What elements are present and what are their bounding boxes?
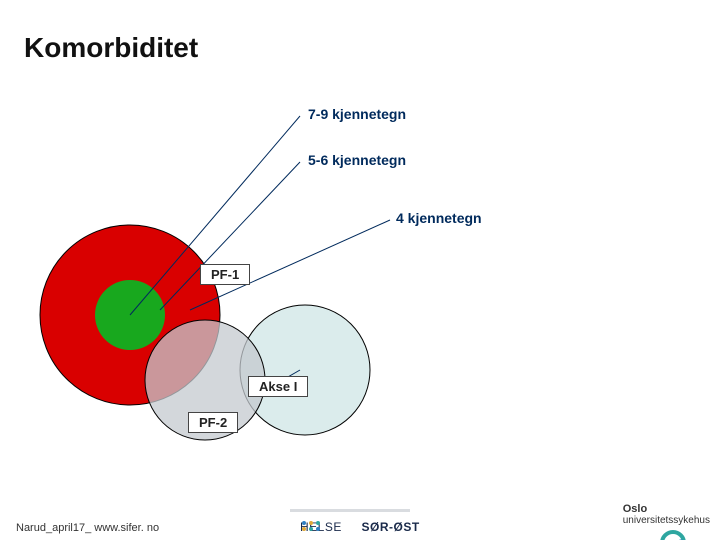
box-pf2: PF-2 [188,412,238,433]
box-pf1: PF-1 [200,264,250,285]
footer-helse: HELSE SØR-ØST [300,520,420,534]
oslo-text: Oslo universitetssykehus [623,503,710,526]
label-4: 4 kjennetegn [396,210,482,226]
sorost-text: SØR-ØST [362,520,420,534]
slide-title: Komorbiditet [24,32,198,64]
footer: Narud_april17_ www.sifer. no HELSE SØR-Ø… [0,496,720,540]
oslo-line2: universitetssykehus [623,515,710,526]
oslo-line1: Oslo [623,503,647,515]
diagram-svg [0,80,720,480]
venn-diagram: 7-9 kjennetegn 5-6 kjennetegn 4 kjennete… [0,80,720,480]
label-7-9: 7-9 kjennetegn [308,106,406,122]
footer-divider [290,509,410,512]
footer-left: Narud_april17_ www.sifer. no [16,522,159,534]
box-akse: Akse I [248,376,308,397]
label-5-6: 5-6 kjennetegn [308,152,406,168]
